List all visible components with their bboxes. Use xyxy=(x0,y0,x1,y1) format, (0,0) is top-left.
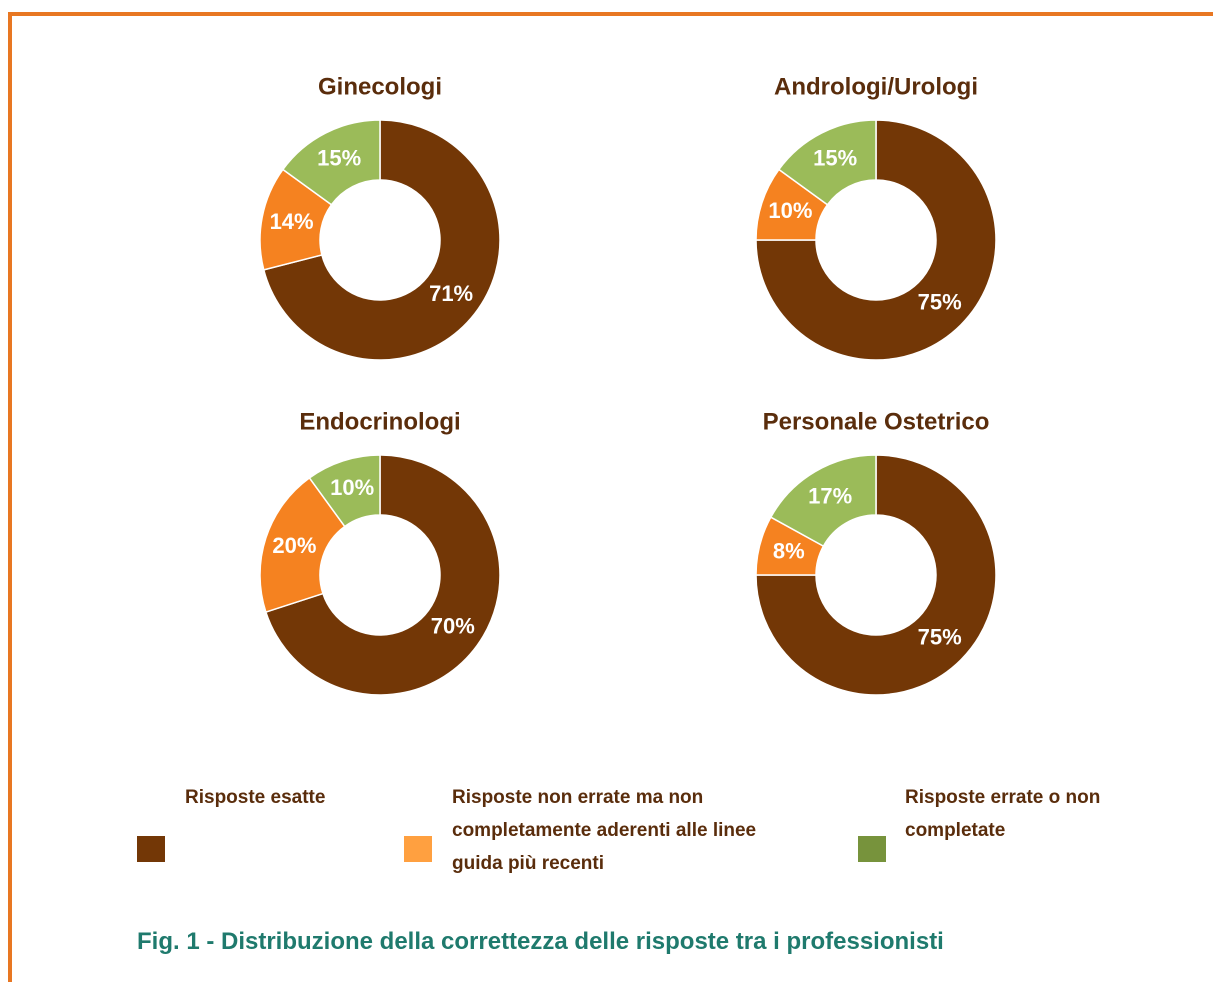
chart-title: Andrologi/Urologi xyxy=(774,73,978,100)
frame xyxy=(8,12,1213,982)
chart-title: Ginecologi xyxy=(318,73,442,100)
slice xyxy=(755,454,997,696)
value-label: 75% xyxy=(918,624,962,649)
chart-title: Endocrinologi xyxy=(299,408,460,435)
slice xyxy=(777,119,877,206)
value-label: 70% xyxy=(431,614,475,639)
slice xyxy=(281,119,381,206)
slice xyxy=(262,119,501,361)
value-label: 75% xyxy=(918,289,962,314)
value-label: 10% xyxy=(330,475,374,500)
value-label: 15% xyxy=(317,146,361,171)
slice xyxy=(259,476,346,614)
slice xyxy=(264,454,501,696)
slice xyxy=(755,119,997,361)
value-label: 14% xyxy=(270,209,314,234)
legend-label: Risposte non errate ma non completamente… xyxy=(452,787,757,874)
chart-title: Personale Ostetrico xyxy=(763,408,990,435)
value-label: 17% xyxy=(808,483,852,508)
slice xyxy=(769,454,877,548)
legend-label: Risposte errate o non completate xyxy=(905,787,1101,841)
value-label: 20% xyxy=(272,533,316,558)
value-label: 8% xyxy=(773,538,805,563)
slice xyxy=(308,454,381,528)
legend-swatch xyxy=(858,836,886,862)
legend-swatch xyxy=(404,836,432,862)
caption: Fig. 1 - Distribuzione della correttezza… xyxy=(137,928,944,955)
value-label: 10% xyxy=(768,198,812,223)
value-label: 71% xyxy=(429,281,473,306)
legend-swatch xyxy=(137,836,165,862)
value-label: 15% xyxy=(813,146,857,171)
legend-label: Risposte esatte xyxy=(185,787,326,808)
